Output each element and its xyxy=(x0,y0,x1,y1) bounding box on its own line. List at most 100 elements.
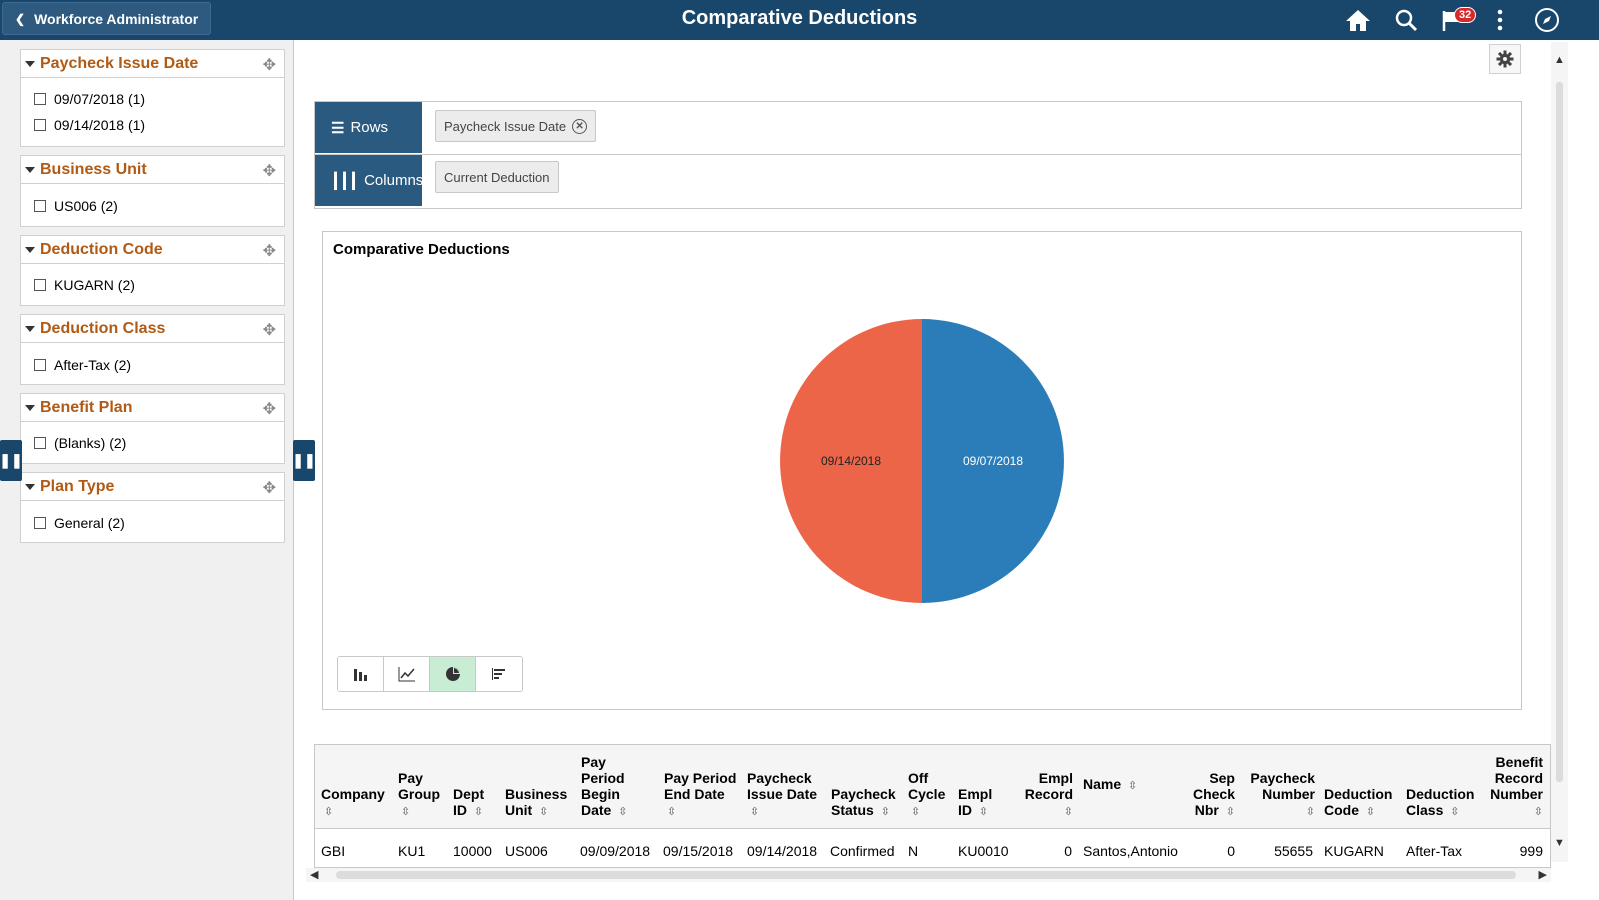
sort-icon[interactable]: ⇳ xyxy=(1365,806,1376,818)
sort-icon[interactable]: ⇳ xyxy=(473,806,484,818)
facet-item[interactable]: (Blanks) (2) xyxy=(21,430,284,456)
columns-chip[interactable]: Current Deduction xyxy=(435,161,559,193)
column-header[interactable]: Pay Period Begin Date ⇳ xyxy=(581,754,651,820)
checkbox[interactable] xyxy=(34,93,46,105)
column-header[interactable]: Deduction Code ⇳ xyxy=(1324,786,1398,820)
collapse-triangle-icon[interactable] xyxy=(25,166,35,173)
bar-chart-button[interactable] xyxy=(338,657,384,691)
facet-header[interactable]: Deduction Class ✥ xyxy=(21,315,284,343)
pie-slice[interactable] xyxy=(780,319,922,603)
column-header[interactable]: Paycheck Status ⇳ xyxy=(831,786,903,820)
scroll-thumb[interactable] xyxy=(336,871,1516,879)
column-header[interactable]: Benefit Record Number ⇳ xyxy=(1483,754,1543,820)
collapse-triangle-icon[interactable] xyxy=(25,246,35,253)
sort-icon[interactable]: ⇳ xyxy=(978,806,989,818)
checkbox[interactable] xyxy=(34,359,46,371)
column-header[interactable]: Name ⇳ xyxy=(1083,776,1173,794)
grid-cell: KUGARN xyxy=(1324,843,1384,859)
checkbox[interactable] xyxy=(34,279,46,291)
move-icon[interactable]: ✥ xyxy=(262,57,276,74)
sort-icon[interactable]: ⇳ xyxy=(1450,806,1460,818)
left-collapse-handle[interactable]: ❚❚ xyxy=(0,440,23,481)
remove-circle-icon[interactable]: ✕ xyxy=(572,118,588,134)
column-header[interactable]: Paycheck Number ⇳ xyxy=(1243,770,1315,820)
sort-icon[interactable]: ⇳ xyxy=(1305,806,1315,818)
facet-header[interactable]: Deduction Code ✥ xyxy=(21,236,284,264)
vertical-scrollbar[interactable]: ▲ ▼ xyxy=(1551,42,1568,862)
grid-cell: 09/15/2018 xyxy=(663,843,734,859)
notification-badge: 32 xyxy=(1454,7,1477,23)
scroll-down-icon[interactable]: ▼ xyxy=(1554,837,1565,849)
home-icon[interactable] xyxy=(1344,6,1372,34)
sort-icon[interactable]: ⇳ xyxy=(667,806,677,818)
collapse-triangle-icon[interactable] xyxy=(25,60,35,67)
column-header[interactable]: Empl Record ⇳ xyxy=(1015,770,1073,820)
checkbox[interactable] xyxy=(34,437,46,449)
facet-header[interactable]: Business Unit ✥ xyxy=(21,156,284,184)
panel-collapse-handle[interactable]: ❚❚ xyxy=(292,440,316,481)
facet-item[interactable]: General (2) xyxy=(21,510,284,536)
sort-icon[interactable]: ⇳ xyxy=(1128,780,1138,792)
line-chart-button[interactable] xyxy=(384,657,430,691)
facet-item-label: After-Tax (2) xyxy=(54,357,132,373)
sort-icon[interactable]: ⇳ xyxy=(1533,806,1543,818)
column-header-label: Pay Period End Date xyxy=(664,770,737,802)
collapse-triangle-icon[interactable] xyxy=(25,404,35,411)
checkbox[interactable] xyxy=(34,200,46,212)
move-icon[interactable]: ✥ xyxy=(262,322,276,339)
move-icon[interactable]: ✥ xyxy=(262,163,276,180)
scroll-thumb[interactable] xyxy=(1556,82,1563,782)
column-header[interactable]: Sep Check Nbr ⇳ xyxy=(1185,770,1235,820)
pie-slice[interactable] xyxy=(922,319,1064,603)
sort-icon[interactable]: ⇳ xyxy=(324,806,334,818)
search-icon[interactable] xyxy=(1392,6,1420,34)
facet-header[interactable]: Plan Type ✥ xyxy=(21,473,284,501)
horizontal-scrollbar[interactable]: ◀ ▶ xyxy=(306,868,1551,882)
settings-button[interactable] xyxy=(1489,44,1521,74)
sort-icon[interactable]: ⇳ xyxy=(1225,806,1235,818)
sort-icon[interactable]: ⇳ xyxy=(539,806,549,818)
compass-icon[interactable] xyxy=(1533,6,1561,34)
pie-chart-button[interactable] xyxy=(430,657,476,691)
collapse-triangle-icon[interactable] xyxy=(25,325,35,332)
column-header[interactable]: Paycheck Issue Date ⇳ xyxy=(747,770,823,820)
scroll-up-icon[interactable]: ▲ xyxy=(1554,54,1565,66)
checkbox[interactable] xyxy=(34,119,46,131)
rows-chip[interactable]: Paycheck Issue Date ✕ xyxy=(435,110,597,142)
column-header[interactable]: Dept ID ⇳ xyxy=(453,786,497,820)
collapse-triangle-icon[interactable] xyxy=(25,483,35,490)
sort-icon[interactable]: ⇳ xyxy=(911,806,921,818)
facet-header[interactable]: Paycheck Issue Date ✥ xyxy=(21,50,284,78)
checkbox[interactable] xyxy=(34,517,46,529)
sort-icon[interactable]: ⇳ xyxy=(401,806,411,818)
column-header[interactable]: Off Cycle ⇳ xyxy=(908,770,952,820)
column-header[interactable]: Business Unit ⇳ xyxy=(505,786,577,820)
scroll-left-icon[interactable]: ◀ xyxy=(310,869,319,881)
sort-icon[interactable]: ⇳ xyxy=(618,806,628,818)
grid-cell: 999 xyxy=(1519,843,1543,859)
column-header[interactable]: Empl ID ⇳ xyxy=(958,786,1002,820)
facet-item[interactable]: 09/14/2018 (1) xyxy=(21,112,284,138)
facet-item[interactable]: After-Tax (2) xyxy=(21,352,284,378)
column-header[interactable]: Pay Period End Date ⇳ xyxy=(664,770,742,820)
sort-icon[interactable]: ⇳ xyxy=(1063,806,1073,818)
grid-cell: 10000 xyxy=(453,843,492,859)
facet-item[interactable]: KUGARN (2) xyxy=(21,272,284,298)
facet-plan-type: Plan Type ✥ General (2) xyxy=(20,472,285,543)
column-header[interactable]: Deduction Class ⇳ xyxy=(1406,786,1480,820)
kebab-icon[interactable] xyxy=(1486,6,1514,34)
scroll-right-icon[interactable]: ▶ xyxy=(1538,869,1547,881)
move-icon[interactable]: ✥ xyxy=(262,243,276,260)
grid-cell: After-Tax xyxy=(1406,843,1463,859)
facet-item[interactable]: US006 (2) xyxy=(21,193,284,219)
sort-icon[interactable]: ⇳ xyxy=(880,806,890,818)
facet-header[interactable]: Benefit Plan ✥ xyxy=(21,394,284,422)
sort-icon[interactable]: ⇳ xyxy=(750,806,760,818)
column-header[interactable]: Company ⇳ xyxy=(321,786,391,820)
back-button[interactable]: ❮ Workforce Administrator xyxy=(2,2,211,35)
column-header[interactable]: Pay Group ⇳ xyxy=(398,770,448,820)
horizontal-bar-button[interactable] xyxy=(476,657,522,691)
facet-item[interactable]: 09/07/2018 (1) xyxy=(21,86,284,112)
move-icon[interactable]: ✥ xyxy=(262,401,276,418)
move-icon[interactable]: ✥ xyxy=(262,480,276,497)
